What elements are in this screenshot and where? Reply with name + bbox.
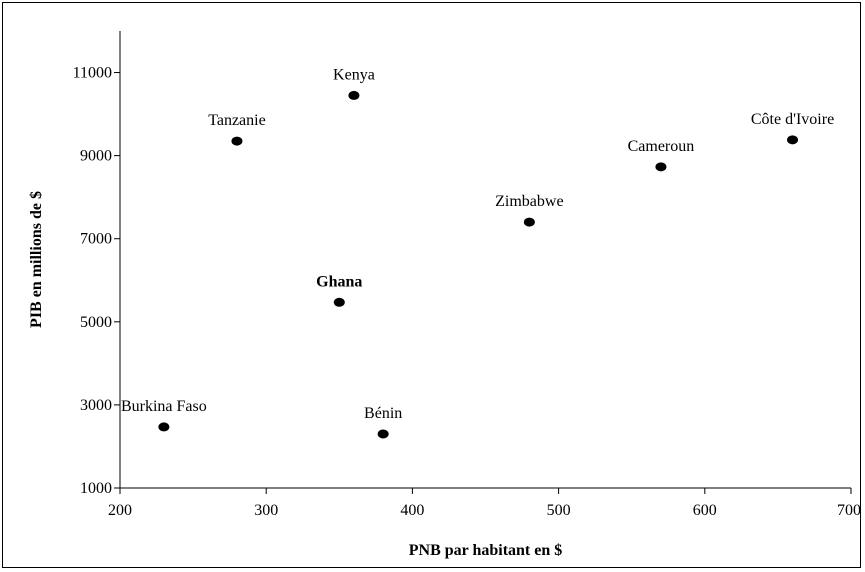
point-label: Kenya: [333, 66, 375, 83]
point-label: Tanzanie: [208, 112, 266, 129]
data-point: [348, 90, 360, 100]
y-tick-label: 9000: [80, 148, 112, 165]
y-tick-label: 11000: [73, 65, 112, 82]
data-point: [523, 217, 535, 227]
data-point: [655, 162, 667, 172]
x-tick-label: 300: [254, 502, 278, 519]
point-label: Bénin: [364, 405, 402, 422]
x-tick-label: 500: [547, 502, 571, 519]
x-tick-label: 400: [400, 502, 424, 519]
x-tick-label: 600: [693, 502, 717, 519]
point-label: Ghana: [316, 273, 362, 290]
point-label: Cameroun: [628, 138, 695, 155]
data-point: [158, 422, 170, 432]
x-tick-label: 200: [108, 502, 132, 519]
x-axis-title: PNB par habitant en $: [409, 542, 563, 559]
x-tick-label: 700: [837, 502, 861, 519]
point-label: Côte d'Ivoire: [751, 111, 834, 128]
y-tick-label: 5000: [80, 314, 112, 331]
y-tick-label: 3000: [80, 397, 112, 414]
ticks: 1000 3000 5000 7000 9000 11000 200 300 400 500 600…: [73, 65, 861, 519]
data-point: [231, 136, 243, 146]
data-point: [787, 135, 799, 145]
data-point: [333, 297, 345, 307]
y-tick-label: 7000: [80, 231, 112, 248]
y-tick-label: 1000: [80, 480, 112, 497]
point-label: Zimbabwe: [495, 193, 563, 210]
y-axis-title: PIB en millions de $: [28, 191, 45, 328]
point-label: Burkina Faso: [121, 398, 207, 415]
data-point: [377, 429, 389, 439]
data-points: Kenya Tanzanie Côte d'Ivoire Cameroun Zimbab…: [121, 66, 834, 439]
axes: [119, 31, 851, 489]
